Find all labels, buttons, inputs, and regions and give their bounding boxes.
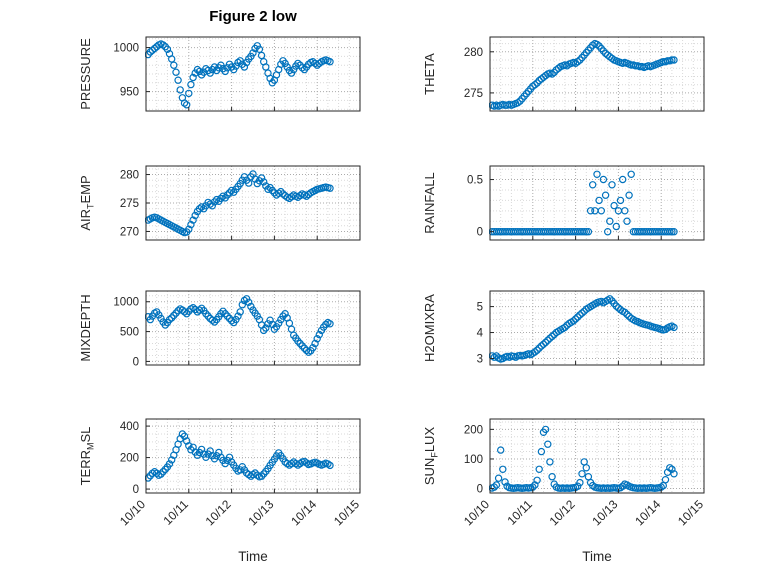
subplot-air-temp: 270 275 280 [94,165,361,241]
svg-text:1000: 1000 [113,43,139,55]
svg-text:950: 950 [120,87,139,99]
svg-text:0: 0 [133,484,139,496]
svg-text:10/12: 10/12 [547,497,578,528]
figure-title: Figure 2 low [209,8,297,25]
xlabel-right: Time [582,549,612,564]
svg-text:1000: 1000 [113,297,139,309]
xlabel-left: Time [238,549,268,564]
sun-flux-data-points [489,425,678,493]
svg-text:3: 3 [477,354,483,366]
subplot-theta: 275 280 [438,36,705,112]
rainfall-chart-svg: 00.5 [467,165,705,241]
h2omixra-chart-svg: 3 4 5 [477,290,705,366]
mixdepth-data-points [145,295,334,356]
ylabel-theta: THETA [422,53,437,95]
subplot-sun-flux: 0 100 200 10/10 10/11 10/12 10/13 10/14 10/15 [438,418,706,528]
svg-text:10/15: 10/15 [675,497,706,528]
svg-text:4: 4 [477,328,484,340]
sun-flux-chart-svg: 0 100 200 10/10 10/11 10/12 10/13 10/14 10/15 [461,418,706,528]
svg-text:0: 0 [477,227,483,239]
ylabel-pressure: PRESSURE [78,38,93,110]
svg-text:275: 275 [464,88,483,100]
subplot-pressure: 950 1000 [94,36,361,112]
subplot-terr-msl: 0 200 400 10/10 10/11 10/12 10/13 10/14 10/15 [94,418,362,528]
svg-text:10/11: 10/11 [504,497,535,528]
theta-chart-svg: 275 280 [464,36,705,112]
svg-text:10/10: 10/10 [117,497,148,528]
subplot-h2omixra: 3 4 5 [438,290,705,366]
ylabel-rainfall: RAINFALL [422,172,437,234]
svg-text:10/14: 10/14 [288,497,319,528]
ylabel-terr-msl: TERRMSL [78,426,96,486]
svg-text:280: 280 [120,170,139,182]
svg-text:10/14: 10/14 [632,497,663,528]
mixdepth-chart-svg: 0 500 1000 [113,290,361,368]
subplot-rainfall: 0 0.5 [438,165,705,241]
h2omixra-data-points [489,295,678,363]
theta-data-points [489,39,678,110]
svg-text:10/10: 10/10 [461,497,492,528]
svg-text:275: 275 [120,198,139,210]
svg-text:10/13: 10/13 [589,497,620,528]
terr-msl-data-points [145,430,334,482]
subplot-mixdepth: 0 500 1000 [94,290,361,368]
pressure-data-points [145,40,334,109]
svg-text:200: 200 [120,453,139,465]
svg-text:10/12: 10/12 [203,497,234,528]
svg-text:400: 400 [120,421,139,433]
svg-text:270: 270 [120,226,139,238]
svg-text:5: 5 [477,302,483,314]
ylabel-air-temp: AIRTEMP [78,175,96,231]
air-temp-chart-svg: 270 275 280 [120,165,361,241]
svg-text:0.5: 0.5 [467,175,483,187]
rainfall-data-points [489,170,678,236]
ylabel-h2omixra: H2OMIXRA [422,294,437,362]
svg-text:200: 200 [464,424,483,436]
svg-text:280: 280 [464,47,483,59]
terr-msl-chart-svg: 0 200 400 10/10 10/11 10/12 10/13 10/14 10/15 [117,418,362,528]
svg-text:0: 0 [477,484,483,496]
svg-text:100: 100 [464,454,483,466]
svg-text:10/11: 10/11 [160,497,191,528]
ylabel-mixdepth: MIXDEPTH [78,294,93,362]
air-temp-data-points [145,170,334,237]
ylabel-sun-flux: SUNFLUX [422,426,440,486]
svg-text:10/13: 10/13 [245,497,276,528]
pressure-chart-svg: 950 1000 [113,36,361,112]
svg-text:0: 0 [133,356,139,368]
svg-text:500: 500 [120,327,139,339]
svg-text:10/15: 10/15 [331,497,362,528]
